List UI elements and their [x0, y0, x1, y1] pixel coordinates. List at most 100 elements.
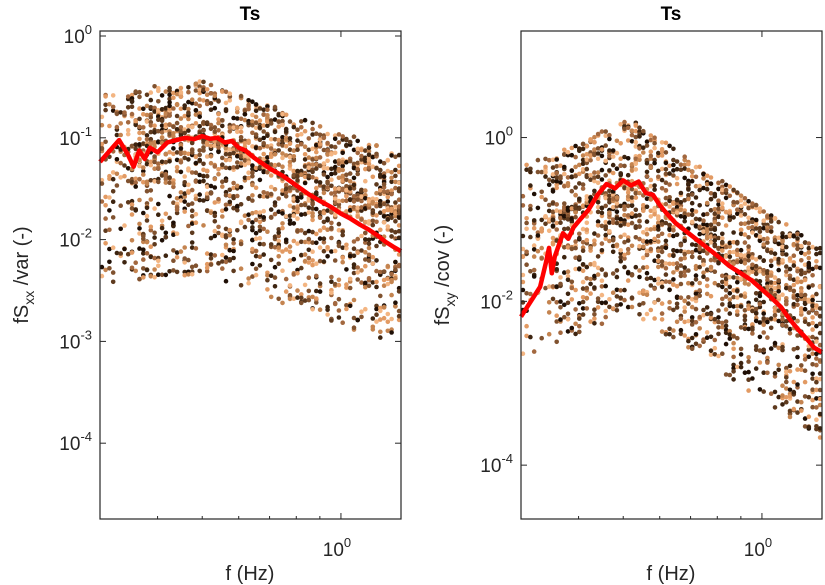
scatter-point	[648, 137, 654, 143]
scatter-point	[344, 159, 349, 165]
scatter-point	[332, 196, 338, 202]
scatter-point	[265, 107, 270, 113]
scatter-point	[370, 210, 376, 215]
scatter-point	[652, 183, 657, 188]
scatter-point	[201, 167, 206, 173]
scatter-point	[291, 221, 297, 226]
scatter-point	[659, 222, 665, 227]
scatter-point	[674, 166, 680, 172]
scatter-point	[359, 280, 364, 285]
scatter-point	[795, 333, 800, 338]
scatter-point	[802, 353, 808, 359]
scatter-point	[731, 304, 736, 309]
scatter-point	[148, 159, 154, 165]
scatter-point	[682, 157, 687, 163]
scatter-point	[325, 227, 330, 232]
scatter-point	[152, 123, 157, 128]
scatter-point	[223, 107, 229, 112]
scatter-point	[735, 288, 740, 293]
scatter-point	[186, 190, 191, 195]
scatter-point	[667, 195, 672, 200]
scatter-point	[332, 170, 338, 176]
scatter-point	[727, 291, 733, 296]
scatter-point	[565, 300, 571, 306]
scatter-point	[524, 216, 529, 221]
scatter-point	[595, 156, 601, 161]
scatter-point	[137, 142, 142, 147]
scatter-point	[543, 174, 548, 179]
scatter-point	[814, 259, 819, 264]
scatter-point	[678, 214, 684, 219]
scatter-point	[359, 309, 364, 315]
scatter-point	[671, 168, 676, 173]
scatter-point	[757, 209, 763, 215]
scatter-point	[280, 211, 285, 216]
scatter-point	[295, 267, 300, 273]
scatter-point	[716, 221, 721, 227]
scatter-point	[306, 255, 312, 261]
scatter-point	[197, 157, 202, 163]
scatter-point	[208, 91, 214, 96]
scatter-point	[524, 291, 529, 296]
scatter-point	[351, 194, 357, 199]
scatter-point	[746, 355, 751, 360]
scatter-point	[272, 152, 278, 157]
scatter-point	[381, 201, 387, 207]
scatter-point	[291, 296, 297, 302]
scatter-point	[644, 160, 650, 166]
scatter-point	[340, 173, 346, 179]
scatter-point	[686, 196, 691, 202]
scatter-point	[550, 241, 556, 247]
scatter-point	[107, 102, 112, 107]
scatter-point	[295, 195, 300, 201]
scatter-point	[682, 238, 687, 244]
scatter-point	[599, 300, 605, 306]
scatter-point	[144, 239, 150, 245]
scatter-point	[697, 183, 702, 189]
scatter-point	[795, 354, 800, 360]
scatter-point	[396, 152, 402, 158]
scatter-point	[742, 317, 748, 323]
scatter-point	[133, 176, 138, 182]
scatter-point	[644, 231, 650, 237]
scatter-point	[802, 357, 808, 362]
scatter-point	[370, 222, 376, 228]
scatter-point	[257, 210, 263, 215]
scatter-point	[141, 165, 146, 170]
scatter-point	[299, 119, 304, 124]
scatter-point	[227, 91, 233, 96]
scatter-point	[689, 192, 695, 197]
scatter-point	[159, 159, 165, 165]
scatter-point	[374, 190, 379, 196]
scatter-point	[704, 173, 710, 179]
scatter-point	[768, 258, 774, 264]
scatter-point	[663, 266, 669, 271]
scatter-point	[554, 208, 559, 213]
scatter-point	[325, 253, 330, 259]
scatter-point	[133, 207, 138, 213]
scatter-point	[787, 408, 793, 414]
scatter-point	[776, 267, 781, 273]
scatter-point	[757, 293, 763, 299]
scatter-point	[366, 241, 372, 247]
scatter-point	[618, 258, 623, 264]
scatter-point	[193, 220, 199, 225]
scatter-point	[329, 318, 334, 323]
scatter-point	[186, 99, 191, 105]
scatter-point	[197, 87, 202, 93]
scatter-point	[716, 180, 721, 186]
scatter-point	[156, 272, 161, 278]
scatter-point	[577, 148, 582, 154]
scatter-point	[554, 220, 559, 226]
scatter-point	[178, 198, 184, 203]
scatter-point	[103, 194, 108, 200]
scatter-point	[539, 169, 544, 175]
scatter-point	[261, 241, 267, 247]
y-tick-label: 100	[485, 124, 513, 150]
scatter-point	[644, 252, 650, 257]
scatter-point	[652, 187, 657, 192]
scatter-point	[340, 159, 346, 165]
scatter-point	[302, 202, 308, 208]
scatter-point	[689, 219, 695, 225]
